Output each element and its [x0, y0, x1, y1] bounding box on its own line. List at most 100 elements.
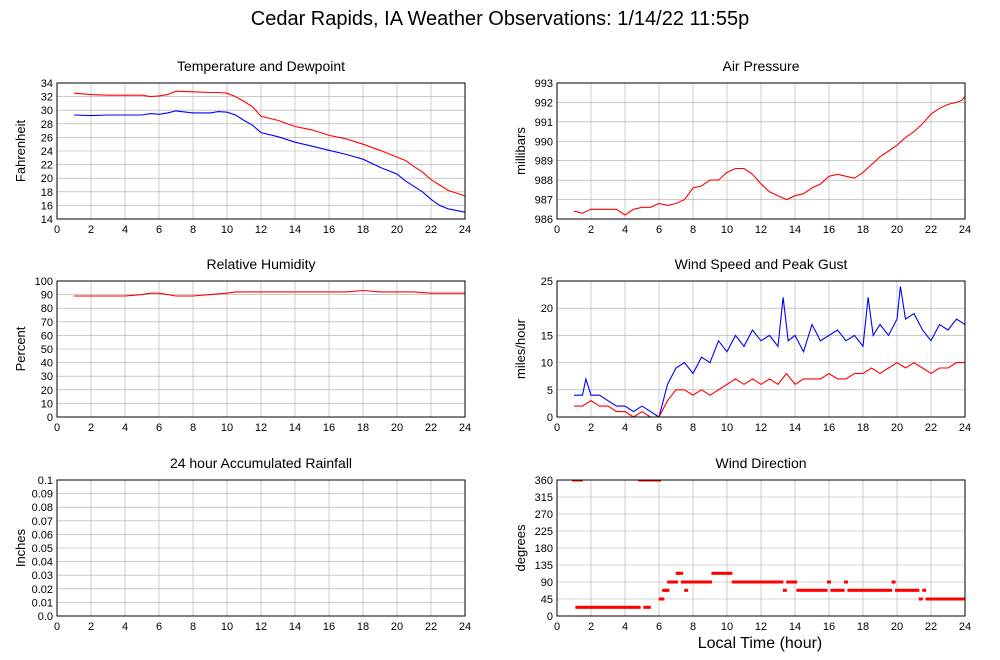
- x-tick-label: 18: [357, 422, 369, 434]
- y-tick-label: 0: [547, 611, 553, 623]
- chart-title: Temperature and Dewpoint: [177, 58, 345, 74]
- x-tick-label: 2: [588, 224, 594, 236]
- x-tick-label: 8: [190, 621, 196, 633]
- y-tick-label: 0.04: [32, 557, 53, 569]
- data-point: [575, 605, 580, 609]
- data-point: [898, 588, 903, 592]
- data-point: [864, 588, 869, 592]
- data-point: [660, 597, 665, 601]
- x-tick-label: 0: [54, 621, 60, 633]
- data-point: [759, 580, 763, 584]
- x-tick-label: 8: [690, 224, 696, 236]
- y-axis-label: miles/hour: [513, 318, 528, 379]
- data-point: [651, 480, 656, 482]
- x-tick-label: 22: [925, 224, 937, 236]
- data-point: [738, 580, 743, 584]
- data-point: [589, 605, 593, 609]
- data-point: [606, 605, 610, 609]
- x-tick-label: 10: [221, 422, 233, 434]
- x-tick-label: 20: [891, 621, 903, 633]
- data-point: [895, 588, 899, 592]
- chart-pressure: 0 2 4 6 8 10 12 14 16 18 20 22 249869879889899909919…: [513, 58, 971, 236]
- x-tick-label: 0: [554, 621, 560, 633]
- data-point: [813, 588, 818, 592]
- x-tick-label: 4: [122, 224, 128, 236]
- y-tick-label: 0.06: [32, 529, 53, 541]
- data-point: [959, 597, 964, 601]
- data-point: [915, 588, 920, 592]
- plot-frame: [56, 82, 466, 220]
- data-point: [772, 580, 777, 584]
- data-point: [956, 597, 961, 601]
- x-tick-label: 8: [190, 422, 196, 434]
- data-point: [629, 605, 634, 609]
- x-tick-label: 4: [622, 621, 628, 633]
- data-point: [674, 580, 678, 584]
- data-point: [609, 605, 614, 609]
- data-point: [762, 580, 767, 584]
- x-tick-label: 12: [255, 422, 267, 434]
- data-point: [918, 597, 923, 601]
- x-tick-label: 12: [255, 621, 267, 633]
- x-tick-label: 2: [588, 621, 594, 633]
- data-point: [793, 580, 797, 584]
- data-point: [682, 580, 687, 584]
- data-point: [714, 571, 719, 575]
- data-point: [806, 588, 811, 592]
- x-tick-label: 20: [391, 621, 403, 633]
- x-tick-label: 2: [88, 224, 94, 236]
- data-point: [786, 580, 791, 584]
- x-tick-label: 10: [221, 224, 233, 236]
- data-point: [619, 605, 624, 609]
- data-point: [912, 588, 916, 592]
- y-tick-label: 991: [535, 117, 553, 129]
- x-tick-label: 4: [122, 422, 128, 434]
- data-point: [735, 580, 740, 584]
- y-tick-label: 0.05: [32, 543, 53, 555]
- x-tick-label: 0: [554, 422, 560, 434]
- data-point: [878, 588, 882, 592]
- chart-direction: 0 2 4 6 8 10 12 14 16 18 20 22 240459013518022527031…: [513, 455, 971, 633]
- data-point: [850, 588, 855, 592]
- x-tick-label: 14: [289, 224, 301, 236]
- series-line-blue: [73, 110, 465, 213]
- y-tick-label: 990: [535, 136, 553, 148]
- data-point: [752, 580, 757, 584]
- y-tick-label: 16: [41, 200, 53, 212]
- series-group: [574, 286, 965, 417]
- series-line-red: [73, 90, 465, 197]
- y-tick-label: 25: [541, 276, 553, 288]
- plot-frame: [56, 479, 466, 617]
- y-tick-label: 24: [41, 146, 53, 158]
- y-tick-label: 225: [535, 526, 553, 538]
- y-tick-label: 40: [41, 358, 53, 370]
- y-tick-label: 45: [541, 594, 553, 606]
- y-tick-label: 0.0: [38, 611, 53, 623]
- x-axis-label: Local Time (hour): [697, 635, 823, 652]
- data-point: [905, 588, 910, 592]
- data-point: [578, 605, 583, 609]
- y-tick-label: 0.02: [32, 584, 53, 596]
- data-point: [728, 571, 733, 575]
- chart-humidity: 0 2 4 6 8 10 12 14 16 18 20 22 240102030405060708090…: [13, 256, 471, 434]
- x-tick-label: 14: [289, 422, 301, 434]
- plot-frame: [556, 280, 966, 418]
- y-tick-label: 270: [535, 509, 553, 521]
- page-title: Cedar Rapids, IA Weather Observations: 1…: [250, 8, 750, 30]
- data-point: [881, 588, 886, 592]
- data-point: [595, 605, 600, 609]
- data-point: [623, 605, 627, 609]
- data-point: [816, 588, 821, 592]
- x-tick-label: 24: [959, 422, 971, 434]
- data-point: [718, 571, 723, 575]
- series-group: [572, 480, 965, 609]
- chart-title: Relative Humidity: [207, 256, 316, 272]
- x-tick-label: 2: [588, 422, 594, 434]
- x-tick-label: 12: [755, 621, 767, 633]
- data-point: [599, 605, 604, 609]
- data-point: [636, 605, 641, 609]
- plot-frame: [56, 280, 466, 418]
- data-point: [765, 580, 770, 584]
